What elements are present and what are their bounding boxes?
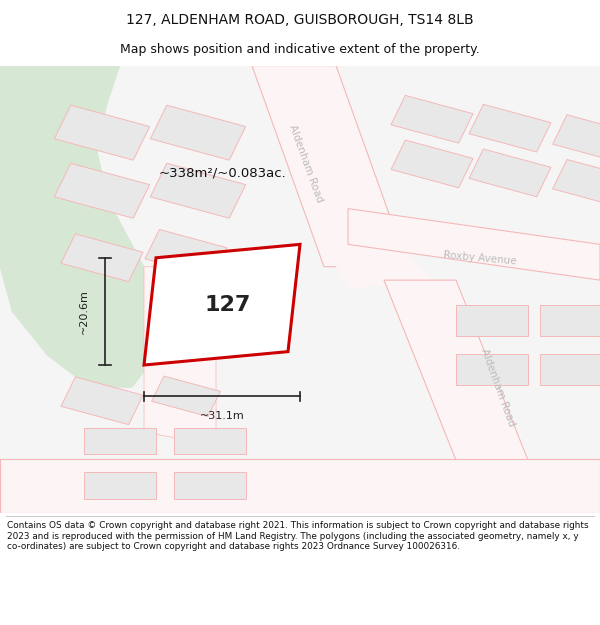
Text: ~31.1m: ~31.1m [200, 411, 244, 421]
Polygon shape [151, 105, 245, 160]
Polygon shape [174, 428, 246, 454]
Polygon shape [553, 159, 600, 204]
Polygon shape [61, 234, 143, 282]
Polygon shape [152, 376, 220, 416]
Polygon shape [469, 104, 551, 152]
Polygon shape [456, 354, 528, 385]
Polygon shape [84, 472, 156, 499]
Polygon shape [540, 305, 600, 336]
Polygon shape [540, 354, 600, 385]
Polygon shape [0, 459, 600, 512]
Text: 127, ALDENHAM ROAD, GUISBOROUGH, TS14 8LB: 127, ALDENHAM ROAD, GUISBOROUGH, TS14 8L… [126, 12, 474, 27]
Polygon shape [145, 229, 227, 277]
Polygon shape [0, 66, 156, 388]
Text: Roxby Avenue: Roxby Avenue [443, 249, 517, 266]
Text: Aldenham Road: Aldenham Road [479, 347, 517, 428]
Polygon shape [151, 163, 245, 218]
Polygon shape [348, 209, 600, 280]
Polygon shape [144, 244, 300, 365]
Text: ~20.6m: ~20.6m [79, 289, 89, 334]
Polygon shape [469, 149, 551, 197]
Polygon shape [252, 66, 408, 267]
Polygon shape [55, 105, 149, 160]
Polygon shape [84, 428, 156, 454]
Text: 127: 127 [205, 295, 251, 315]
Polygon shape [61, 377, 143, 424]
Polygon shape [391, 140, 473, 188]
Polygon shape [211, 276, 281, 321]
Polygon shape [553, 115, 600, 159]
Text: ~338m²/~0.083ac.: ~338m²/~0.083ac. [158, 166, 286, 179]
Polygon shape [55, 163, 149, 218]
Polygon shape [144, 267, 216, 446]
Polygon shape [391, 96, 473, 143]
Polygon shape [324, 244, 432, 289]
Text: Aldenham Road: Aldenham Road [287, 124, 325, 204]
Text: Contains OS data © Crown copyright and database right 2021. This information is : Contains OS data © Crown copyright and d… [7, 521, 589, 551]
Polygon shape [456, 305, 528, 336]
Text: Map shows position and indicative extent of the property.: Map shows position and indicative extent… [120, 42, 480, 56]
Polygon shape [174, 472, 246, 499]
Polygon shape [384, 280, 540, 490]
